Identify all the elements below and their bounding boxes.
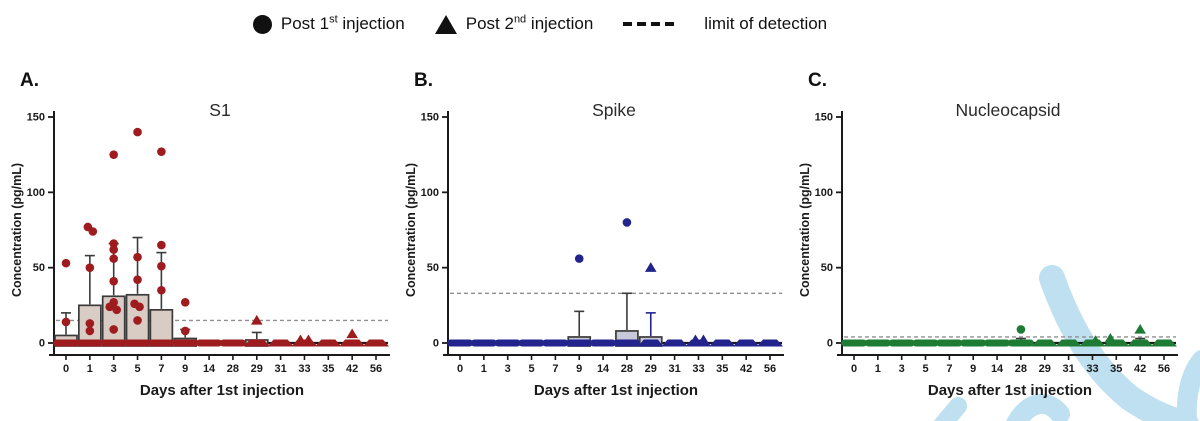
legend-post2-label: Post 2nd injection xyxy=(465,13,594,33)
svg-text:150: 150 xyxy=(421,112,439,124)
svg-text:150: 150 xyxy=(27,112,45,124)
svg-text:5: 5 xyxy=(134,363,140,375)
svg-text:Days after 1st injection: Days after 1st injection xyxy=(140,382,304,399)
svg-text:33: 33 xyxy=(1086,363,1098,375)
svg-text:50: 50 xyxy=(427,262,439,274)
svg-text:35: 35 xyxy=(716,363,728,375)
svg-text:31: 31 xyxy=(1062,363,1074,375)
svg-text:150: 150 xyxy=(815,112,833,124)
legend-item-post2: Post 2nd injection xyxy=(434,13,594,34)
svg-text:100: 100 xyxy=(421,187,439,199)
svg-text:7: 7 xyxy=(946,363,952,375)
svg-text:31: 31 xyxy=(274,363,286,375)
svg-text:56: 56 xyxy=(1158,363,1170,375)
svg-text:33: 33 xyxy=(692,363,704,375)
svg-text:3: 3 xyxy=(111,363,117,375)
legend: Post 1st injection Post 2nd injection li… xyxy=(0,14,1140,34)
svg-text:0: 0 xyxy=(851,363,857,375)
panel-spike-letter: B. xyxy=(414,70,433,91)
svg-text:0: 0 xyxy=(827,338,833,350)
panel-nucleocapsid-letter: C. xyxy=(808,70,827,91)
svg-text:Days after 1st injection: Days after 1st injection xyxy=(928,382,1092,399)
svg-text:33: 33 xyxy=(298,363,310,375)
svg-text:S1: S1 xyxy=(209,100,230,120)
svg-text:29: 29 xyxy=(251,363,263,375)
svg-text:3: 3 xyxy=(899,363,905,375)
svg-text:9: 9 xyxy=(576,363,582,375)
svg-text:14: 14 xyxy=(597,363,610,375)
svg-text:31: 31 xyxy=(668,363,680,375)
svg-text:56: 56 xyxy=(370,363,382,375)
svg-text:Spike: Spike xyxy=(592,100,636,120)
svg-text:0: 0 xyxy=(39,338,45,350)
svg-text:29: 29 xyxy=(1039,363,1051,375)
svg-text:5: 5 xyxy=(922,363,928,375)
panel-spike: 0 50 100 150 0 1 3 5 7 9 14 28 29 31 33 35 42 56 Days afte… xyxy=(402,66,794,421)
legend-lod-label: limit of detection xyxy=(704,14,828,33)
svg-text:7: 7 xyxy=(158,363,164,375)
triangle-marker-icon xyxy=(434,14,457,34)
svg-text:0: 0 xyxy=(63,363,69,375)
svg-text:0: 0 xyxy=(457,363,463,375)
svg-text:Concentration (pg/mL): Concentration (pg/mL) xyxy=(10,163,24,297)
svg-text:Days after 1st injection: Days after 1st injection xyxy=(534,382,698,399)
svg-text:Concentration (pg/mL): Concentration (pg/mL) xyxy=(404,163,418,297)
svg-text:56: 56 xyxy=(764,363,776,375)
svg-text:9: 9 xyxy=(182,363,188,375)
svg-text:35: 35 xyxy=(1110,363,1122,375)
panel-s1-letter: A. xyxy=(20,70,39,91)
svg-text:29: 29 xyxy=(645,363,657,375)
svg-text:Concentration (pg/mL): Concentration (pg/mL) xyxy=(798,163,812,297)
svg-text:9: 9 xyxy=(970,363,976,375)
svg-text:0: 0 xyxy=(433,338,439,350)
svg-text:3: 3 xyxy=(505,363,511,375)
svg-text:100: 100 xyxy=(815,187,833,199)
svg-text:28: 28 xyxy=(1015,363,1027,375)
svg-text:5: 5 xyxy=(528,363,534,375)
legend-post1-label: Post 1st injection xyxy=(280,13,405,33)
svg-text:35: 35 xyxy=(322,363,334,375)
legend-item-lod: limit of detection xyxy=(623,14,827,34)
svg-text:1: 1 xyxy=(481,363,487,375)
svg-text:28: 28 xyxy=(227,363,239,375)
svg-text:1: 1 xyxy=(87,363,93,375)
svg-text:100: 100 xyxy=(27,187,45,199)
dashed-line-icon xyxy=(623,22,678,26)
svg-text:50: 50 xyxy=(821,262,833,274)
svg-text:7: 7 xyxy=(552,363,558,375)
svg-text:42: 42 xyxy=(1134,363,1146,375)
svg-text:50: 50 xyxy=(33,262,45,274)
svg-text:1: 1 xyxy=(875,363,881,375)
svg-text:14: 14 xyxy=(203,363,216,375)
circle-marker-icon xyxy=(252,14,272,34)
legend-item-post1: Post 1st injection xyxy=(252,13,405,34)
panel-s1: 0 50 100 150 0 1 3 5 7 9 14 28 29 31 33 35 42 56 Days afte… xyxy=(8,66,400,421)
svg-text:42: 42 xyxy=(346,363,358,375)
svg-text:14: 14 xyxy=(991,363,1004,375)
svg-text:28: 28 xyxy=(621,363,633,375)
svg-text:42: 42 xyxy=(740,363,752,375)
svg-text:Nucleocapsid: Nucleocapsid xyxy=(955,100,1060,120)
panel-nucleocapsid: 0 50 100 150 0 1 3 5 7 9 14 28 29 31 33 35 42 56 Days afte… xyxy=(796,66,1188,421)
